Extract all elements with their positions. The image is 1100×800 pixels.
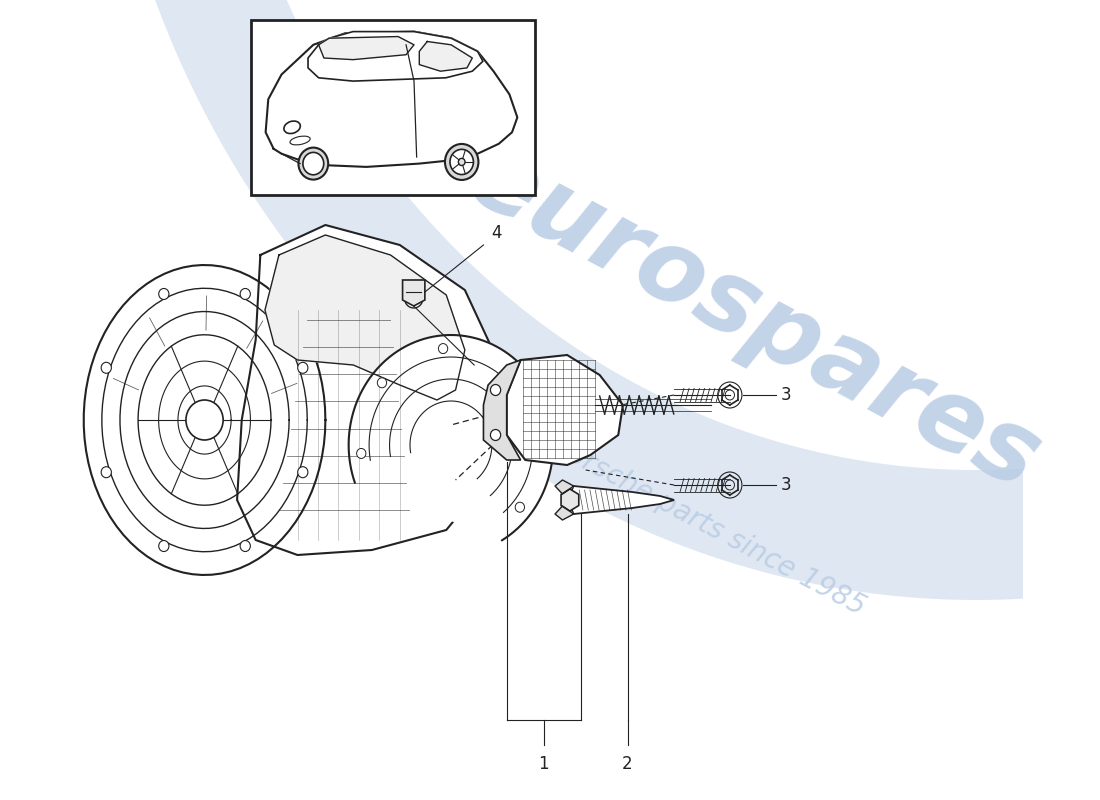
Circle shape [446, 144, 478, 180]
Polygon shape [146, 0, 1100, 600]
Text: 3: 3 [781, 476, 792, 494]
Circle shape [450, 150, 473, 174]
Text: 2: 2 [623, 755, 632, 773]
Circle shape [459, 158, 465, 166]
Text: 4: 4 [491, 224, 502, 242]
Polygon shape [484, 360, 520, 460]
Text: 3: 3 [781, 386, 792, 404]
Polygon shape [403, 280, 425, 306]
Bar [251, 20, 535, 195]
Circle shape [158, 541, 169, 551]
Polygon shape [349, 335, 553, 540]
Circle shape [377, 378, 386, 388]
Circle shape [302, 152, 323, 175]
Polygon shape [84, 265, 326, 575]
Circle shape [101, 362, 111, 374]
Circle shape [158, 289, 169, 299]
Polygon shape [308, 31, 483, 81]
Circle shape [504, 366, 514, 376]
Polygon shape [419, 42, 472, 71]
Polygon shape [507, 355, 623, 465]
Polygon shape [570, 486, 674, 514]
Circle shape [240, 541, 251, 551]
Circle shape [186, 400, 223, 440]
Circle shape [515, 502, 525, 512]
Circle shape [101, 466, 111, 478]
Circle shape [356, 449, 366, 458]
Circle shape [405, 288, 424, 308]
Circle shape [298, 147, 328, 180]
Polygon shape [556, 506, 573, 520]
Polygon shape [265, 235, 465, 400]
Polygon shape [265, 31, 517, 167]
Polygon shape [319, 37, 414, 60]
Circle shape [298, 466, 308, 478]
Text: a porsche parts since 1985: a porsche parts since 1985 [525, 419, 870, 621]
Circle shape [536, 431, 546, 442]
Circle shape [491, 385, 501, 395]
Polygon shape [238, 225, 497, 555]
Text: 1: 1 [539, 755, 549, 773]
Circle shape [298, 362, 308, 374]
Polygon shape [561, 489, 579, 511]
Polygon shape [556, 480, 573, 494]
Circle shape [491, 430, 501, 441]
Circle shape [240, 289, 251, 299]
Circle shape [439, 343, 448, 354]
Text: eurospares: eurospares [451, 129, 1055, 511]
